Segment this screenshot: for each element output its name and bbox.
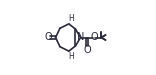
Text: O: O <box>45 32 52 43</box>
Text: N: N <box>77 32 84 43</box>
Text: H: H <box>68 52 73 61</box>
Text: O: O <box>90 32 98 43</box>
Text: H: H <box>68 14 73 23</box>
Text: O: O <box>83 45 91 55</box>
